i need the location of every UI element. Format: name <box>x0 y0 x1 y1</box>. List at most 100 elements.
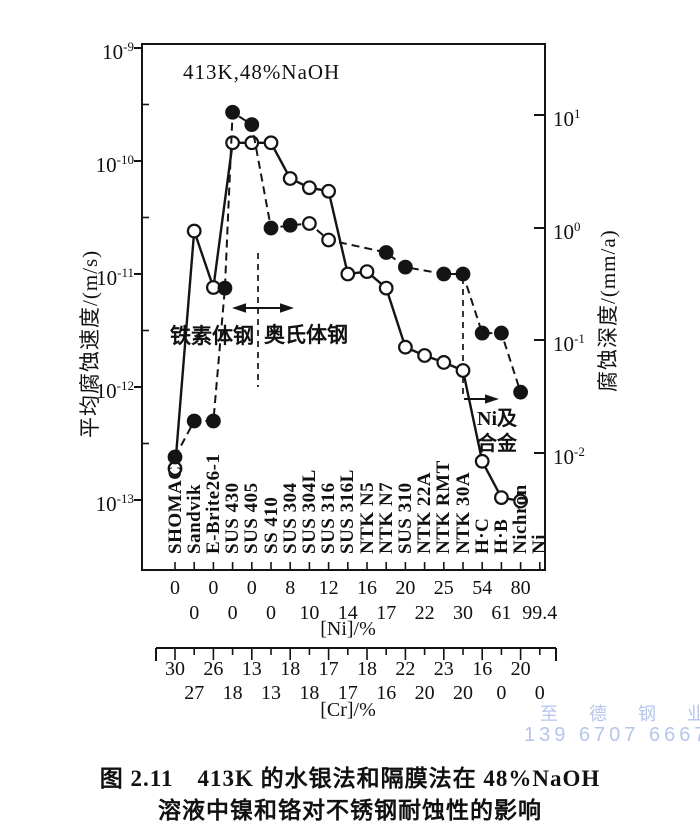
material-label: SUS 316L <box>337 469 359 554</box>
cr-percent-value: 16 <box>376 682 397 704</box>
ni-percent-value: 61 <box>491 602 512 624</box>
double-arrow-left-head <box>232 303 246 313</box>
ni-percent-value: 0 <box>189 602 200 624</box>
right-tick-label: 100 <box>553 219 581 244</box>
cr-percent-value: 26 <box>203 658 224 680</box>
double-arrow-right-head <box>280 303 294 313</box>
ni-percent-value: 12 <box>318 577 339 599</box>
ni-percent-value: 17 <box>376 602 397 624</box>
series1-solid-open-circles-marker-open <box>455 363 471 378</box>
material-label: SUS 405 <box>241 482 263 554</box>
series1-solid-open-circles-marker-open <box>321 183 337 199</box>
series1-solid-open-circles-marker-open <box>513 493 528 509</box>
left-tick-label: 10-10 <box>95 152 134 177</box>
series2-dashed-filled-circles-marker-filled <box>244 117 260 132</box>
series2-dashed-filled-circles-marker-filled <box>217 280 233 296</box>
series1-solid-open-circles-marker-open <box>494 490 509 506</box>
series1-solid-open-circles-marker-open <box>378 280 394 296</box>
ni-alloy-label-line1: Ni及 <box>477 408 517 430</box>
cr-axis-label: [Cr]/% <box>320 699 376 721</box>
ni-axis-label: [Ni]/% <box>320 618 376 640</box>
cr-percent-value: 20 <box>510 658 531 680</box>
ferritic-steel-label: 铁素体钢 <box>170 324 254 348</box>
figure-caption-line2: 溶液中镍和铬对不锈钢耐蚀性的影响 <box>158 798 542 823</box>
cr-percent-value: 13 <box>261 682 281 704</box>
right-axis-title: 腐蚀深度/(mm/a) <box>596 229 620 392</box>
condition-annotation: 413K,48%NaOH <box>183 60 341 84</box>
cr-percent-value: 17 <box>337 682 358 704</box>
series1-solid-open-circles-marker-open <box>474 453 490 469</box>
cr-percent-value: 18 <box>299 682 320 704</box>
ni-percent-value: 30 <box>453 602 473 624</box>
ni-percent-value: 16 <box>357 577 377 599</box>
cr-percent-value: 23 <box>433 658 454 680</box>
ni-alloy-arrow-head <box>485 394 499 404</box>
series1-solid-open-circles-marker-open <box>225 135 241 151</box>
ni-alloy-label-line2: 合金 <box>477 433 517 455</box>
cr-percent-value: 27 <box>184 682 205 704</box>
series1-solid-open-circles-marker-open <box>340 266 356 282</box>
series1-solid-open-circles-marker-open <box>359 264 375 280</box>
left-tick-label: 10-12 <box>95 378 134 403</box>
ni-percent-value: 80 <box>510 577 531 599</box>
series1-solid-open-circles-marker-open <box>263 135 279 151</box>
cr-percent-value: 0 <box>534 682 545 704</box>
series2-dashed-filled-circles-marker-filled <box>494 325 509 341</box>
figure-caption-line1: 图 2.11 413K 的水银法和隔膜法在 48%NaOH <box>99 766 601 791</box>
material-label: NTK RMT <box>433 460 455 554</box>
ni-percent-value: 8 <box>285 577 296 599</box>
ni-percent-value: 14 <box>337 602 358 624</box>
left-tick-label: 10-11 <box>96 265 134 290</box>
series2-dashed-filled-circles-marker-filled <box>474 325 490 341</box>
ni-percent-value: 0 <box>227 602 238 624</box>
series2-dashed-filled-circles-marker-filled <box>513 384 528 400</box>
series2-dashed-filled-circles-marker-filled <box>378 245 394 260</box>
right-tick-label: 10-2 <box>553 444 585 469</box>
series1-solid-open-circles-marker-open <box>244 135 260 151</box>
cr-percent-value: 18 <box>222 682 243 704</box>
cr-percent-value: 16 <box>472 658 493 680</box>
ni-percent-value: 0 <box>208 577 219 599</box>
ni-percent-value: 20 <box>395 577 416 599</box>
cr-percent-value: 18 <box>280 658 301 680</box>
series1-solid-open-circles-marker-open <box>186 223 202 239</box>
series1-solid-open-circles-marker-open <box>302 180 317 196</box>
series2-dashed-filled-circles-marker-filled <box>436 266 452 282</box>
ni-percent-value: 0 <box>246 577 257 599</box>
plot-frame <box>141 43 546 571</box>
cr-percent-value: 22 <box>395 658 416 680</box>
ni-percent-value: 99.4 <box>522 602 558 624</box>
cr-percent-value: 18 <box>357 658 377 680</box>
watermark-phone: 139 6707 6667 <box>524 724 700 746</box>
ni-percent-value: 10 <box>299 602 320 624</box>
left-tick-label: 10-13 <box>95 491 134 516</box>
cr-percent-value: 13 <box>241 658 262 680</box>
series1-solid-open-circles-marker-open <box>398 339 413 355</box>
cr-percent-value: 20 <box>414 682 435 704</box>
series2-dashed-filled-circles-marker-filled <box>186 413 202 429</box>
series1-solid-open-circles-marker-open <box>417 348 433 363</box>
series2-dashed-filled-circles-marker-filled <box>205 413 221 429</box>
cr-percent-value: 20 <box>453 682 473 704</box>
ni-percent-value: 22 <box>414 602 435 624</box>
series2-dashed-filled-circles-marker-open <box>321 232 337 248</box>
series1-solid-open-circles-marker-open <box>282 171 298 186</box>
series2-dashed-filled-circles-marker-filled <box>167 449 183 465</box>
right-tick-label: 101 <box>553 106 581 131</box>
cr-percent-value: 30 <box>165 658 185 680</box>
ni-percent-value: 25 <box>433 577 454 599</box>
material-label: Ni <box>529 534 551 554</box>
series1-solid-open-circles-marker-open <box>436 355 452 370</box>
series2-dashed-filled-circles-marker-filled <box>282 217 298 233</box>
ni-percent-value: 54 <box>472 577 493 599</box>
ni-percent-value: 0 <box>170 577 180 599</box>
austenitic-steel-label: 奥氏体钢 <box>264 323 348 347</box>
series2-dashed-filled-circles-marker-filled <box>398 259 413 275</box>
left-tick-label: 10-9 <box>102 39 134 64</box>
watermark-company: 至 德 钢 业 <box>540 704 700 724</box>
ni-percent-value: 0 <box>266 602 276 624</box>
series2-dashed-filled-circles-marker-open <box>302 216 317 231</box>
cr-percent-value: 0 <box>496 682 507 704</box>
